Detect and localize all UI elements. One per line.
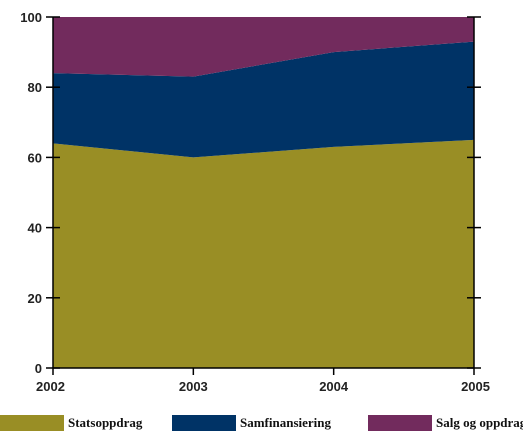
legend-item-samfinansiering: Samfinansiering <box>172 413 331 433</box>
stacked-area-chart: 0 20 40 60 80 100 2002 2003 2004 2005 <box>20 10 490 394</box>
x-tick-label-2004: 2004 <box>319 379 349 394</box>
legend-swatch-salg-og-oppdrag <box>368 415 432 431</box>
legend-label-statsoppdrag: Statsoppdrag <box>68 415 143 430</box>
tick-labels: 0 20 40 60 80 100 2002 2003 2004 2005 <box>20 10 490 394</box>
y-tick-label-40: 40 <box>28 221 42 236</box>
legend-item-salg-og-oppdrag: Salg og oppdrag <box>368 413 523 433</box>
area-salg-og-oppdrag <box>53 17 474 77</box>
y-tick-label-80: 80 <box>28 80 42 95</box>
y-tick-label-0: 0 <box>35 361 42 376</box>
series-areas <box>53 17 474 368</box>
y-tick-label-100: 100 <box>20 10 42 25</box>
area-statsoppdrag <box>53 139 474 368</box>
y-tick-label-20: 20 <box>28 291 42 306</box>
axes <box>46 16 481 375</box>
legend-swatch-samfinansiering <box>172 415 236 431</box>
legend-label-salg-og-oppdrag: Salg og oppdrag <box>436 415 523 430</box>
x-tick-label-2005: 2005 <box>461 379 490 394</box>
x-tick-label-2003: 2003 <box>179 379 208 394</box>
legend-swatch-statsoppdrag <box>0 415 64 431</box>
legend-label-samfinansiering: Samfinansiering <box>240 415 332 430</box>
legend-item-statsoppdrag: Statsoppdrag <box>0 413 142 433</box>
area-samfinansiering <box>53 41 474 158</box>
legend: Statsoppdrag Samfinansiering Salg og opp… <box>0 413 523 435</box>
y-tick-label-60: 60 <box>28 150 42 165</box>
x-tick-label-2002: 2002 <box>36 379 65 394</box>
